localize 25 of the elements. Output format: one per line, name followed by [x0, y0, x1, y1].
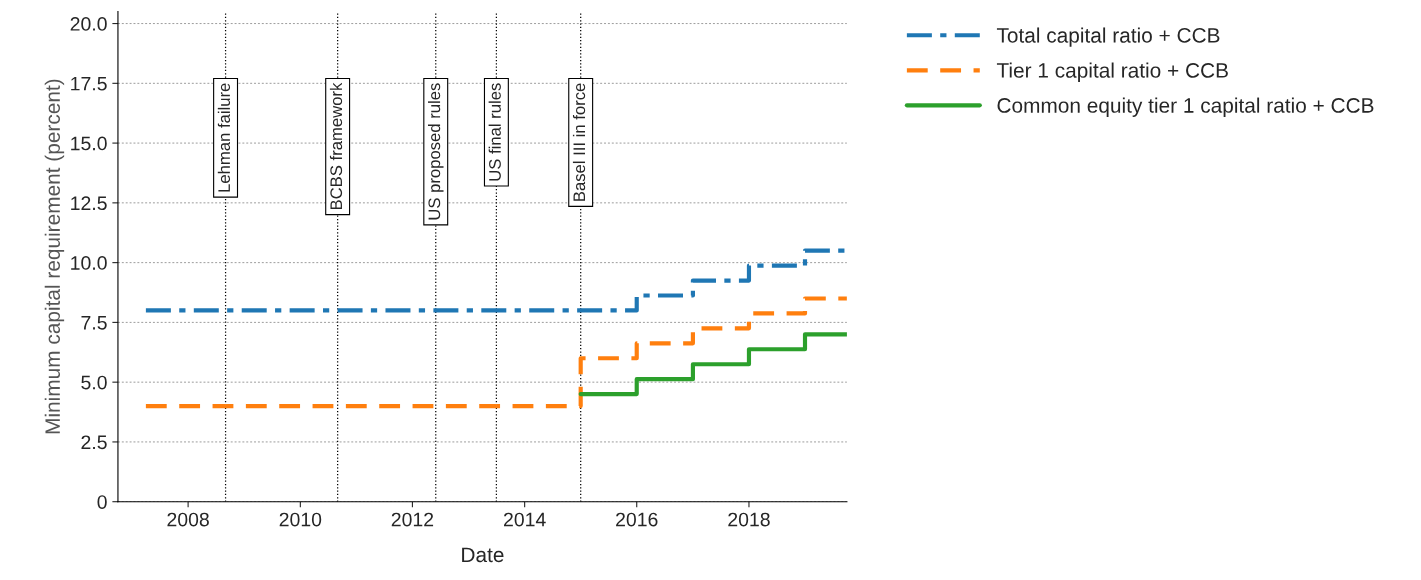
x-tick-label: 2014	[504, 512, 546, 527]
ref-line-label: Lehman failure	[217, 83, 231, 192]
ref-line-label: BCBS framework	[329, 82, 343, 210]
y-tick-label: 2.5	[81, 435, 107, 450]
x-tick-label: 2012	[391, 512, 434, 527]
legend-label: Total capital ratio + CCB	[996, 27, 1220, 47]
y-tick-label: 0	[97, 495, 107, 509]
y-tick-label: 17.5	[71, 76, 107, 91]
y-tick-label: 20.0	[70, 17, 107, 31]
ref-line-label: US final rules	[488, 83, 501, 181]
x-axis-title: Date	[462, 547, 504, 563]
x-tick-label: 2016	[616, 512, 658, 527]
y-tick-label: 15.0	[71, 136, 107, 151]
ref-line-label: Basel III in force	[572, 83, 586, 201]
y-tick-label: 5.0	[81, 375, 107, 390]
legend-label: Common equity tier 1 capital ratio + CCB	[997, 97, 1374, 117]
legend-label: Tier 1 capital ratio + CCB	[996, 62, 1228, 82]
x-tick-label: 2008	[167, 512, 209, 527]
y-tick-label: 12.5	[71, 196, 107, 211]
y-tick-label: 10.0	[71, 256, 107, 270]
y-tick-label: 7.5	[81, 316, 107, 330]
x-tick-label: 2010	[279, 512, 322, 527]
x-tick-label: 2018	[728, 512, 770, 527]
ref-line-label: US proposed rules	[427, 83, 444, 220]
y-axis-title: Minimum capital requirement (percent)	[44, 79, 65, 434]
